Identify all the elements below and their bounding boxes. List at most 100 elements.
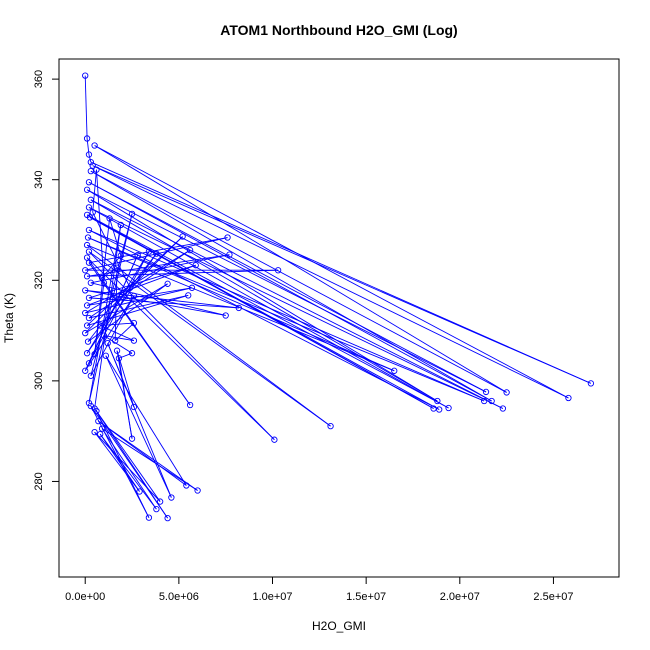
x-tick-label: 1.5e+07: [346, 591, 386, 603]
data-point: [95, 417, 102, 425]
series-segment: [92, 165, 592, 384]
data-point: [130, 292, 138, 300]
data-point: [168, 494, 175, 501]
data-point: [84, 338, 92, 345]
series-segment: [98, 420, 187, 486]
series-segment: [94, 282, 105, 355]
data-point: [156, 498, 164, 505]
data-point: [587, 380, 595, 387]
data-point: [89, 162, 96, 169]
data-point: [85, 360, 93, 367]
series-segment: [100, 322, 134, 326]
series-segment: [84, 236, 183, 334]
series-segment: [86, 264, 196, 306]
series-segment: [88, 206, 504, 409]
series-segment: [90, 170, 492, 402]
x-axis-label: H2O_GMI: [312, 619, 366, 633]
data-point: [85, 204, 93, 211]
series-segment: [88, 213, 133, 404]
series-segment: [88, 181, 487, 393]
series-segment: [90, 199, 438, 402]
data-point: [179, 233, 186, 240]
series-segment: [114, 267, 118, 341]
series-segment: [105, 355, 187, 486]
data-point: [104, 339, 111, 347]
data-point: [100, 332, 108, 339]
chart-title: ATOM1 Northbound H2O_GMI (Log): [220, 22, 457, 38]
data-point: [434, 397, 441, 405]
data-point: [87, 372, 94, 379]
data-point: [488, 397, 495, 405]
data-point: [106, 215, 113, 222]
data-point: [82, 309, 89, 317]
data-point: [130, 337, 138, 344]
series-segment: [109, 218, 122, 256]
data-point: [85, 226, 93, 234]
data-point: [83, 273, 91, 280]
data-point: [117, 252, 124, 259]
data-point: [183, 482, 190, 489]
series-segment: [84, 283, 168, 334]
data-point: [91, 351, 98, 358]
data-point: [186, 246, 194, 254]
data-point: [85, 179, 93, 186]
y-tick-label: 320: [33, 271, 45, 289]
data-point: [194, 487, 201, 494]
data-point: [83, 135, 91, 142]
data-point: [83, 241, 91, 249]
data-point: [91, 429, 98, 436]
series-segment: [118, 358, 133, 439]
data-point: [87, 167, 94, 175]
series-segment: [88, 237, 228, 264]
data-point: [127, 284, 134, 291]
series-segment: [114, 322, 135, 341]
series-segment: [86, 189, 487, 393]
data-point: [84, 234, 92, 241]
series-segment: [87, 254, 230, 277]
y-tick-label: 360: [33, 70, 45, 88]
data-point: [83, 302, 91, 309]
series-points: [82, 72, 595, 522]
data-point: [89, 209, 96, 216]
series-segment: [101, 428, 198, 491]
series-segment: [100, 325, 135, 342]
series-segment: [90, 213, 133, 376]
data-point: [153, 250, 160, 257]
data-point: [186, 401, 194, 409]
x-tick-label: 5.0e+06: [159, 591, 199, 603]
data-point: [136, 488, 143, 495]
series-segment: [92, 165, 569, 399]
data-point: [97, 322, 104, 329]
series-segment: [90, 199, 504, 409]
data-point: [82, 367, 89, 374]
data-point: [482, 388, 490, 396]
x-tick-label: 0.0e+00: [65, 591, 105, 603]
series-segment: [90, 254, 230, 284]
x-tick-label: 2.0e+07: [440, 591, 480, 603]
data-point: [91, 142, 98, 149]
data-point: [153, 505, 160, 513]
data-point: [83, 186, 91, 193]
data-point: [481, 397, 488, 405]
data-point: [82, 267, 89, 274]
y-tick-label: 280: [33, 472, 45, 490]
series-segment: [89, 217, 440, 410]
series-segment: [94, 431, 140, 492]
data-point: [271, 436, 278, 443]
data-point: [436, 406, 443, 413]
data-point: [503, 389, 510, 396]
data-point: [112, 337, 119, 344]
series-segment: [88, 229, 440, 410]
series-segment: [87, 253, 157, 342]
data-point: [85, 248, 93, 255]
data-point: [82, 72, 89, 79]
data-point: [87, 402, 94, 410]
series-segment: [86, 189, 438, 402]
data-point: [100, 279, 108, 286]
data-point: [82, 287, 89, 294]
y-tick-label: 300: [33, 372, 45, 390]
series-segment: [90, 405, 150, 518]
y-axis-label: Theta (K): [2, 293, 16, 343]
data-point: [85, 314, 93, 322]
